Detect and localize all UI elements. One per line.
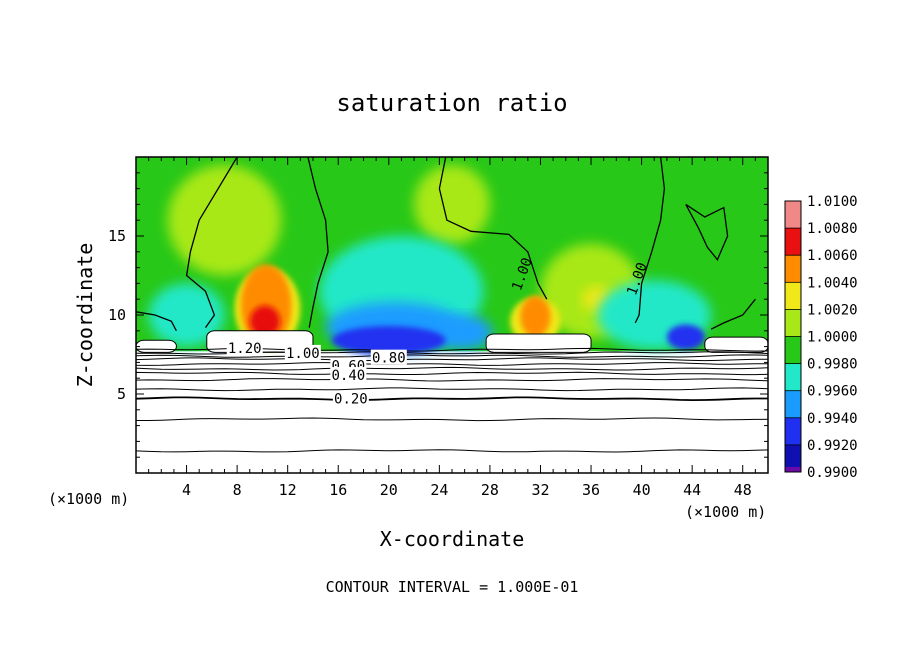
colorbar-label: 0.9900 bbox=[807, 465, 858, 481]
x-unit-label-left: (×1000 m) bbox=[48, 490, 129, 508]
contour-level-line bbox=[136, 357, 768, 362]
plot-area bbox=[136, 157, 768, 473]
contour-one-line bbox=[634, 157, 666, 324]
x-tick-label: 48 bbox=[734, 481, 752, 499]
x-tick-label: 12 bbox=[279, 481, 297, 499]
contour-one-line bbox=[710, 298, 756, 330]
contour-level-line bbox=[136, 371, 768, 376]
contour-interval-note: CONTOUR INTERVAL = 1.000E-01 bbox=[326, 578, 579, 596]
contour-label-text: 0.40 bbox=[331, 368, 365, 384]
blob-pink-left bbox=[249, 305, 281, 338]
cloud-cap-far-left bbox=[136, 339, 177, 353]
contour-one-line bbox=[136, 311, 177, 332]
colorbar-band bbox=[785, 390, 801, 405]
field-below-cloud bbox=[136, 351, 768, 473]
contour-level-line bbox=[136, 387, 768, 392]
contour-one-line bbox=[685, 203, 729, 261]
contour-label-text: 1.00 bbox=[286, 346, 320, 362]
blob-blue-b bbox=[436, 315, 493, 350]
blob-lightgreen-c bbox=[414, 164, 490, 244]
contour-level-line bbox=[136, 354, 768, 358]
contour-label: 0.20 bbox=[332, 390, 369, 408]
colorbar-band bbox=[785, 241, 801, 256]
colorbar-band bbox=[785, 268, 801, 283]
y-tick-label: 15 bbox=[108, 227, 126, 245]
x-tick-label: 16 bbox=[329, 481, 347, 499]
contour-level-line bbox=[136, 449, 768, 453]
colorbar-band bbox=[785, 336, 801, 351]
contour-one-line bbox=[307, 157, 329, 328]
contour-label-text: 0.80 bbox=[372, 351, 406, 367]
colorbar-label: 1.0060 bbox=[807, 248, 858, 264]
colorbar-band bbox=[785, 228, 801, 243]
colorbar-label: 1.0080 bbox=[807, 221, 858, 237]
colorbar-label: 0.9960 bbox=[807, 384, 858, 400]
colorbar-band bbox=[785, 322, 801, 337]
y-tick-label: 10 bbox=[108, 306, 126, 324]
contour-one-line bbox=[438, 157, 548, 300]
y-tick-label: 5 bbox=[117, 385, 126, 403]
contour-level-line bbox=[136, 366, 768, 371]
colorbar-band bbox=[785, 377, 801, 392]
x-tick-label: 32 bbox=[531, 481, 549, 499]
colorbar-label: 1.0100 bbox=[807, 194, 858, 210]
contour-level-line bbox=[136, 417, 768, 422]
contour-level-line bbox=[136, 396, 768, 402]
x-tick-label: 8 bbox=[233, 481, 242, 499]
blob-cyan-c bbox=[148, 283, 225, 347]
x-tick-label: 4 bbox=[182, 481, 191, 499]
saturation-field bbox=[136, 157, 768, 473]
colorbar-band bbox=[785, 404, 801, 419]
colorbar-band bbox=[785, 363, 801, 378]
x-tick-label: 36 bbox=[582, 481, 600, 499]
colorbar-band bbox=[785, 214, 801, 229]
y-axis: 5 10 15 bbox=[108, 172, 768, 458]
colorbar-band bbox=[785, 444, 801, 459]
colorbar-label: 1.0040 bbox=[807, 275, 858, 291]
x-unit-label-right: (×1000 m) bbox=[685, 503, 766, 521]
colorbar-label: 0.9980 bbox=[807, 357, 858, 373]
colorbar-band bbox=[785, 201, 801, 216]
contour-label: 1.00 bbox=[284, 344, 321, 362]
colorbar-label: 1.0020 bbox=[807, 302, 858, 318]
contour-labels: 1.20 1.00 0.800.600.400.201.00 1.00 bbox=[226, 256, 651, 408]
blob-lightgreen-a bbox=[167, 164, 282, 276]
cloud-cap-mid bbox=[485, 333, 592, 353]
colorbar-band bbox=[785, 417, 801, 432]
x-axis: 4 8 12 16 20 24 28 32 36 40 44 48 bbox=[148, 157, 756, 499]
blob-navy-a bbox=[331, 326, 446, 355]
chart-title: saturation ratio bbox=[336, 89, 567, 117]
colorbar-band bbox=[785, 467, 801, 472]
colorbar: 1.0100 1.0080 1.0060 1.0040 1.0020 1.0000 0.99… bbox=[784, 194, 858, 481]
y-axis-label: Z-coordinate bbox=[73, 243, 97, 388]
blob-navy-b bbox=[666, 324, 705, 350]
colorbar-band bbox=[785, 309, 801, 324]
x-tick-label: 44 bbox=[683, 481, 701, 499]
contour-label: 1.20 bbox=[226, 340, 263, 357]
contour-level-line bbox=[136, 378, 768, 382]
colorbar-label: 0.9940 bbox=[807, 411, 858, 427]
x-tick-label: 20 bbox=[380, 481, 398, 499]
contour-label: 0.80 bbox=[370, 349, 407, 367]
contour-label: 0.40 bbox=[330, 367, 367, 384]
x-tick-label: 28 bbox=[481, 481, 499, 499]
colorbar-band bbox=[785, 350, 801, 365]
blob-red-right bbox=[520, 296, 551, 338]
contour-label-text: 1.20 bbox=[228, 341, 262, 357]
contour-one-line bbox=[185, 157, 238, 328]
colorbar-band bbox=[785, 431, 801, 446]
contour-level-line bbox=[136, 362, 768, 366]
x-tick-label: 24 bbox=[430, 481, 448, 499]
colorbar-band bbox=[785, 255, 801, 270]
colorbar-label: 0.9920 bbox=[807, 438, 858, 454]
x-axis-label: X-coordinate bbox=[380, 527, 525, 551]
colorbar-label: 1.0000 bbox=[807, 330, 858, 346]
contour-label-text: 0.20 bbox=[334, 392, 368, 408]
x-tick-label: 40 bbox=[633, 481, 651, 499]
colorbar-band bbox=[785, 295, 801, 310]
colorbar-band bbox=[785, 282, 801, 297]
